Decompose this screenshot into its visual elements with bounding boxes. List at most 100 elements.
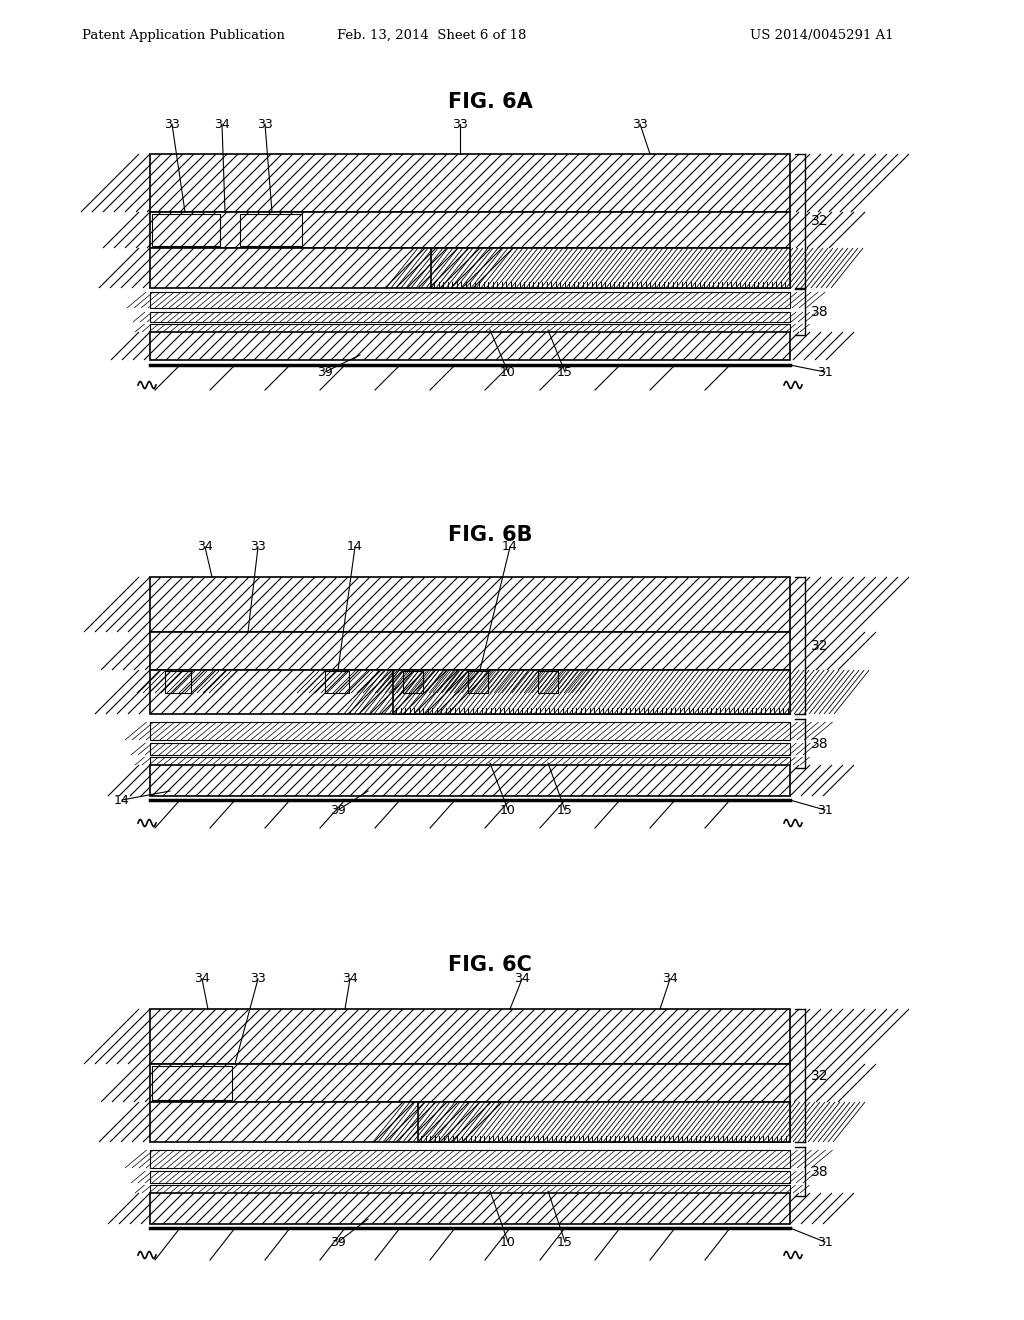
Text: 10: 10 [500, 804, 516, 817]
Bar [150, 1185, 790, 1193]
Bar [150, 722, 790, 741]
Bar [403, 671, 423, 693]
Bar [150, 577, 790, 632]
Text: 32: 32 [811, 1068, 828, 1082]
Bar [150, 333, 790, 360]
Bar [150, 312, 790, 322]
Text: 34: 34 [514, 973, 529, 986]
Bar [150, 1150, 790, 1168]
Bar [150, 632, 790, 671]
Text: FIG. 6A: FIG. 6A [447, 92, 532, 112]
Text: 38: 38 [811, 1164, 828, 1179]
Bar [152, 214, 220, 246]
Text: 31: 31 [817, 366, 833, 379]
Text: FIG. 6B: FIG. 6B [447, 525, 532, 545]
Bar [150, 248, 790, 288]
Text: 34: 34 [214, 117, 229, 131]
Bar [150, 1102, 418, 1142]
Bar [538, 671, 558, 693]
Bar [165, 671, 191, 693]
Bar [150, 722, 790, 741]
Bar [150, 1193, 790, 1224]
Text: US 2014/0045291 A1: US 2014/0045291 A1 [750, 29, 894, 41]
Bar [150, 743, 790, 755]
Bar [150, 671, 790, 714]
Bar [150, 766, 790, 796]
Bar [150, 1150, 790, 1168]
Bar [150, 292, 790, 308]
Text: 34: 34 [342, 973, 357, 986]
Bar [150, 323, 790, 333]
Bar [150, 1193, 790, 1224]
Bar [150, 1008, 790, 1064]
Text: 34: 34 [663, 973, 678, 986]
Bar [431, 248, 790, 288]
Bar [418, 1102, 790, 1142]
Bar [403, 671, 423, 693]
Bar [150, 1171, 790, 1183]
Bar [150, 1064, 790, 1102]
Bar [150, 756, 790, 766]
Bar [150, 743, 790, 755]
Text: 14: 14 [347, 540, 362, 553]
Bar [431, 248, 790, 288]
Text: 15: 15 [557, 1236, 573, 1249]
Text: 33: 33 [257, 117, 272, 131]
Bar [150, 1185, 790, 1193]
Text: 33: 33 [164, 117, 180, 131]
Text: 38: 38 [811, 737, 828, 751]
Text: FIG. 6C: FIG. 6C [449, 954, 531, 975]
Bar [150, 1102, 790, 1142]
Text: 10: 10 [500, 1236, 516, 1249]
Bar [150, 154, 790, 213]
Bar [150, 213, 790, 248]
Text: 15: 15 [557, 366, 573, 379]
Bar [150, 1171, 790, 1183]
Bar [150, 1008, 790, 1064]
Bar [418, 1102, 790, 1142]
Bar [150, 292, 790, 308]
Text: 34: 34 [195, 973, 210, 986]
Bar [393, 671, 790, 714]
Text: Feb. 13, 2014  Sheet 6 of 18: Feb. 13, 2014 Sheet 6 of 18 [337, 29, 526, 41]
Text: 33: 33 [250, 540, 266, 553]
Bar [393, 671, 790, 714]
Bar [150, 766, 790, 796]
Bar [150, 333, 790, 360]
Bar [150, 1064, 790, 1102]
Text: 34: 34 [198, 540, 213, 553]
Text: 39: 39 [330, 1236, 346, 1249]
Bar [325, 671, 349, 693]
Bar [150, 248, 431, 288]
Bar [325, 671, 349, 693]
Bar [150, 671, 393, 714]
Bar [538, 671, 558, 693]
Bar [468, 671, 488, 693]
Text: 32: 32 [811, 214, 828, 228]
Text: 39: 39 [330, 804, 346, 817]
Text: 32: 32 [811, 639, 828, 652]
Bar [152, 1067, 232, 1100]
Bar [240, 214, 302, 246]
Text: 33: 33 [250, 973, 266, 986]
Bar [150, 632, 790, 671]
Text: 15: 15 [557, 804, 573, 817]
Bar [150, 312, 790, 322]
Text: 33: 33 [632, 117, 648, 131]
Text: Patent Application Publication: Patent Application Publication [82, 29, 285, 41]
Bar [150, 323, 790, 333]
Bar [165, 671, 191, 693]
Text: 14: 14 [502, 540, 518, 553]
Bar [150, 154, 790, 213]
Text: 33: 33 [453, 117, 468, 131]
Text: 39: 39 [317, 366, 333, 379]
Text: 31: 31 [817, 1236, 833, 1249]
Bar [150, 756, 790, 766]
Bar [468, 671, 488, 693]
Bar [150, 213, 790, 248]
Text: 38: 38 [811, 305, 828, 319]
Text: 31: 31 [817, 804, 833, 817]
Text: 14: 14 [114, 793, 130, 807]
Text: 10: 10 [500, 366, 516, 379]
Bar [150, 577, 790, 632]
